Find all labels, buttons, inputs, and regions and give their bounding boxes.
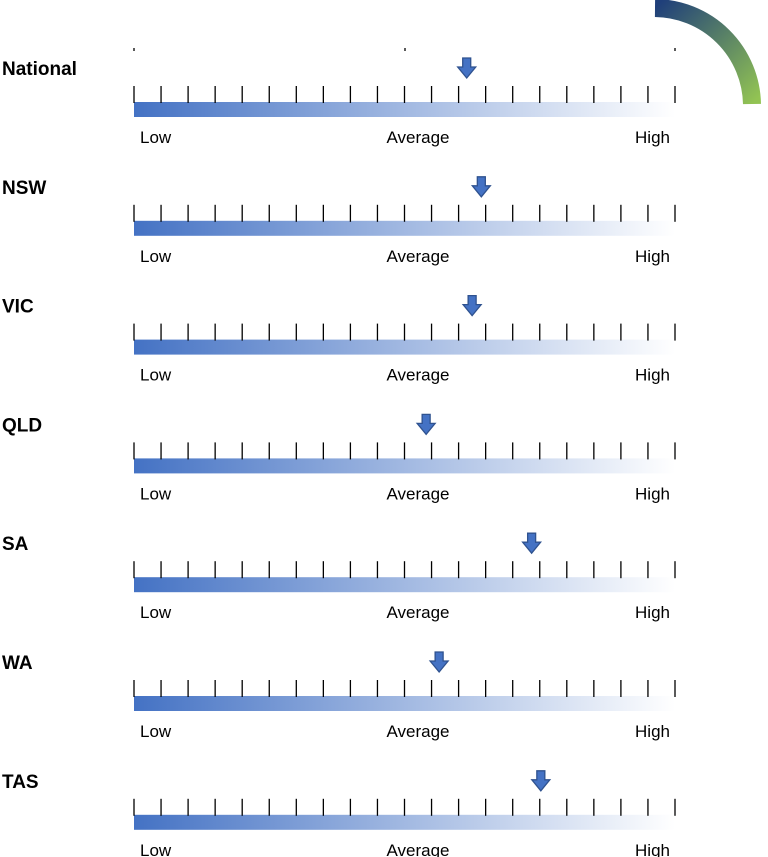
scale-bar — [134, 220, 675, 236]
scale-label-average: Average — [386, 366, 449, 385]
region-name: QLD — [2, 415, 42, 436]
scale-label-average: Average — [386, 128, 449, 147]
scale-label-high: High — [635, 841, 670, 857]
scale-label-high: High — [635, 722, 670, 741]
region-name: National — [2, 59, 77, 80]
region-panel: QLD Low Average High — [2, 413, 676, 503]
value-marker-arrow — [456, 57, 478, 80]
scale-label-low: Low — [140, 128, 172, 147]
value-marker-arrow — [461, 294, 483, 317]
scale-label-high: High — [635, 128, 670, 147]
scale-bar — [134, 814, 675, 830]
region-name: VIC — [2, 297, 34, 318]
top-marks — [133, 48, 676, 51]
scale-label-high: High — [635, 484, 670, 503]
value-marker-arrow — [470, 176, 492, 198]
region-panel: NSW Low Average High — [2, 176, 676, 266]
scale-label-low: Low — [140, 841, 172, 857]
scale-label-low: Low — [140, 484, 172, 503]
corner-arc-decoration — [654, 0, 761, 105]
scale-bar — [134, 339, 675, 355]
region-panel: National Low Average High — [2, 57, 676, 147]
region-panel: SA Low Average High — [2, 532, 676, 622]
scale-label-average: Average — [386, 841, 449, 857]
scale-label-low: Low — [140, 247, 172, 266]
value-marker-arrow — [415, 413, 437, 436]
scale-label-average: Average — [386, 484, 449, 503]
value-marker-arrow — [530, 770, 552, 792]
value-marker-arrow — [521, 532, 543, 555]
scale-label-high: High — [635, 247, 670, 266]
scale-label-low: Low — [140, 722, 172, 741]
region-panel: TAS Low Average High — [2, 770, 676, 857]
region-name: NSW — [2, 178, 46, 199]
region-panel: WA Low Average High — [2, 651, 676, 741]
region-name: SA — [2, 534, 29, 555]
scale-label-average: Average — [386, 722, 449, 741]
scale-bar — [134, 696, 675, 711]
scale-bar — [134, 458, 675, 474]
region-name: WA — [2, 653, 33, 674]
scale-label-low: Low — [140, 603, 172, 622]
scale-label-low: Low — [140, 366, 172, 385]
scale-label-high: High — [635, 366, 670, 385]
scale-label-high: High — [635, 603, 670, 622]
scale-label-average: Average — [386, 247, 449, 266]
region-panel: VIC Low Average High — [2, 294, 676, 385]
scale-label-average: Average — [386, 603, 449, 622]
region-name: TAS — [2, 772, 39, 793]
value-marker-arrow — [428, 651, 450, 674]
scale-bar — [134, 577, 675, 593]
scale-bar — [134, 102, 675, 117]
